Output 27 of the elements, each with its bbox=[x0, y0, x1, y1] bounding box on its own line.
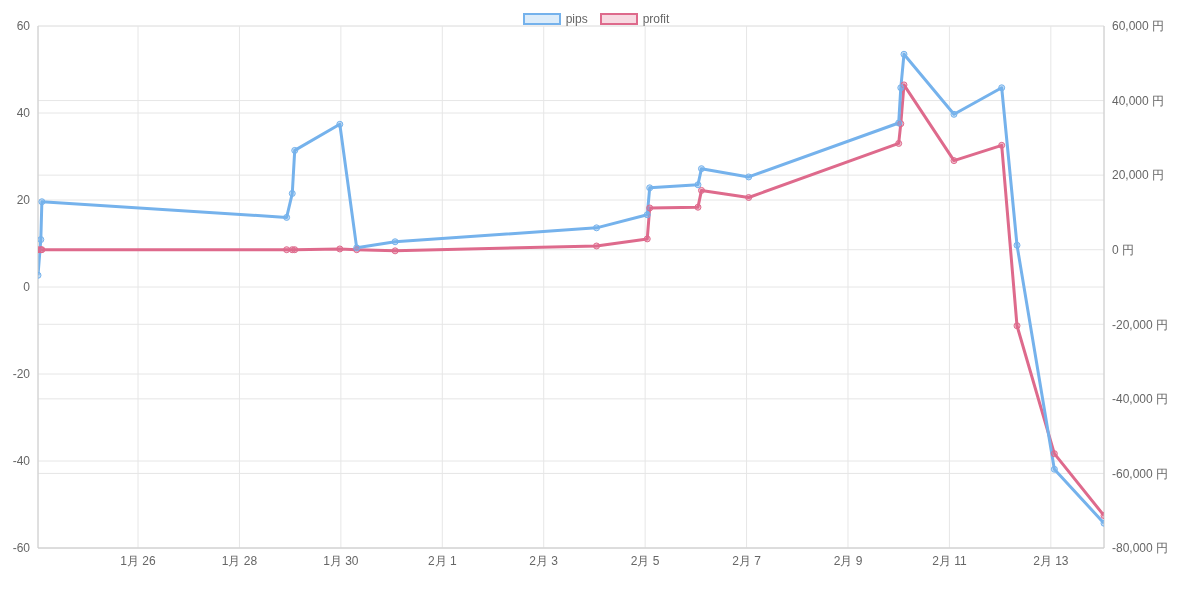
y2-tick-label: -60,000 円 bbox=[1112, 466, 1169, 481]
y2-tick-label: -20,000 円 bbox=[1112, 317, 1169, 332]
y-tick-label: 60 bbox=[16, 19, 31, 34]
legend-label: pips bbox=[564, 12, 588, 26]
y2-tick-label: 40,000 円 bbox=[1112, 93, 1165, 108]
x-tick-label: 2月 5 bbox=[630, 553, 660, 568]
x-tick-label: 1月 30 bbox=[323, 553, 359, 568]
y2-tick-label: -80,000 円 bbox=[1112, 541, 1169, 556]
y-tick-label: 0 bbox=[23, 280, 31, 295]
x-tick-label: 1月 28 bbox=[221, 553, 258, 568]
y2-tick-label: 0 円 bbox=[1112, 242, 1135, 257]
x-tick-label: 2月 13 bbox=[1033, 553, 1069, 568]
x-tick-label: 2月 3 bbox=[529, 553, 559, 568]
y2-tick-label: -40,000 円 bbox=[1112, 392, 1169, 407]
y-tick-label: 40 bbox=[16, 106, 31, 121]
x-tick-label: 2月 1 bbox=[427, 553, 457, 568]
x-tick-label: 2月 11 bbox=[932, 553, 967, 568]
legend-label: profit bbox=[641, 12, 670, 26]
x-tick-label: 2月 9 bbox=[833, 553, 863, 568]
y-tick-label: -60 bbox=[12, 541, 31, 556]
y-tick-label: 20 bbox=[16, 193, 31, 208]
y2-tick-label: 20,000 円 bbox=[1112, 168, 1165, 183]
y2-tick-label: 60,000 円 bbox=[1112, 19, 1165, 34]
y-tick-label: -40 bbox=[12, 454, 31, 469]
x-tick-label: 2月 7 bbox=[732, 553, 762, 568]
x-tick-label: 1月 26 bbox=[120, 553, 157, 568]
y-tick-label: -20 bbox=[12, 367, 31, 382]
